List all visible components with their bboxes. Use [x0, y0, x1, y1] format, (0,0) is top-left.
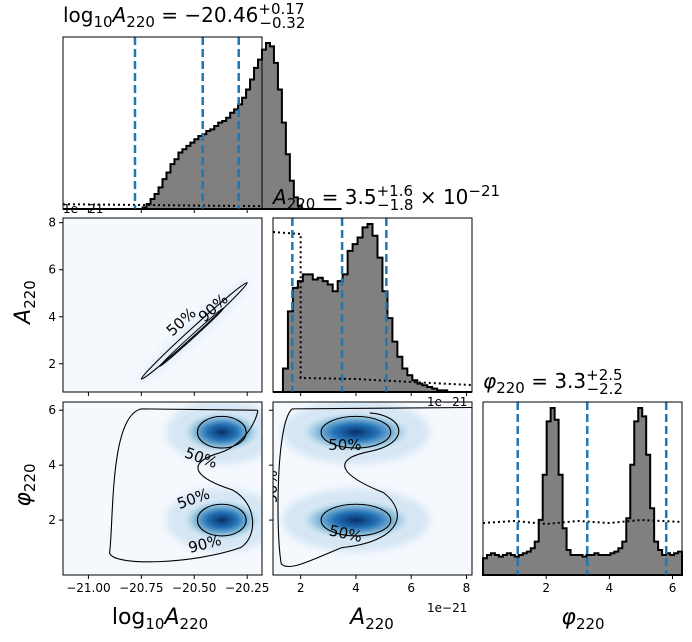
contour-50-upper — [320, 415, 392, 449]
contour-50 — [159, 307, 225, 367]
title-log10A: log10A220 = −20.46+0.17 −0.32 — [63, 0, 305, 32]
offset-text-top: 1e−21 — [63, 202, 103, 216]
histogram-phi — [482, 407, 683, 576]
panel-frame-1 — [62, 217, 263, 393]
offset-text-mid: 1e−21 — [427, 395, 467, 409]
prior-log10A — [62, 203, 263, 208]
xaxis-phi-tick-label-1: 4 — [606, 581, 614, 595]
ylabel-phi: φ220 — [11, 463, 39, 506]
yaxis-phi-tick-label-1: 4 — [48, 458, 56, 472]
xaxis-A-tick-label-1: 4 — [352, 581, 360, 595]
offset-text-bottom: 1e−21 — [427, 601, 467, 615]
density-peak-upper — [295, 410, 416, 455]
xaxis-log10A-tick-label-0: −21.00 — [66, 581, 110, 595]
yaxis-phi-tick-label-2: 6 — [48, 403, 56, 417]
title-A: A220 = 3.5+1.6 −1.8 × 10−21 — [271, 182, 500, 214]
histogram-A — [273, 223, 472, 393]
ylabel-A: A220 — [11, 280, 39, 326]
panel-frame-0 — [62, 36, 263, 210]
xlabel-A: A220 — [348, 605, 394, 633]
contour-label-90: 90% — [263, 470, 281, 503]
yaxis-phi-tick-label-0: 2 — [48, 513, 56, 527]
xaxis-log10A-tick-label-3: −20.25 — [225, 581, 269, 595]
xaxis-log10A-tick-label-2: −20.50 — [172, 581, 216, 595]
density-halo — [138, 279, 251, 383]
contour-50-lower — [196, 503, 247, 537]
yaxis-A-tick-label-2: 6 — [48, 263, 56, 277]
xaxis-log10A-tick-label-1: −20.75 — [119, 581, 163, 595]
density-A-phi: 50%50%90% — [263, 402, 472, 568]
density-peak-lower — [179, 498, 262, 543]
xaxis-A-tick-label-3: 8 — [463, 581, 471, 595]
panel-frame-5 — [482, 401, 683, 576]
contour-label-50-upper: 50% — [328, 436, 361, 454]
title-phi: φ220 = 3.3+2.5 −2.2 — [483, 366, 623, 398]
yaxis-A-tick-label-1: 4 — [48, 310, 56, 324]
xaxis-A-tick-label-0: 2 — [297, 581, 305, 595]
contour-90 — [277, 406, 472, 568]
density-peak-upper — [179, 410, 262, 455]
contour-90 — [140, 282, 248, 380]
panel-frame-3 — [62, 401, 263, 576]
prior-phi — [482, 518, 683, 526]
panel-frame-4 — [272, 401, 473, 576]
xlabel-log10A: log10A220 — [112, 605, 208, 633]
yaxis-A-tick-label-0: 2 — [48, 357, 56, 371]
xaxis-phi-tick-label-2: 6 — [669, 581, 677, 595]
contour-50-lower — [320, 503, 392, 537]
panel-frame-2 — [272, 217, 473, 393]
xaxis-phi-tick-label-0: 2 — [542, 581, 550, 595]
xaxis-A-tick-label-2: 6 — [407, 581, 415, 595]
density-peak-lower — [295, 498, 416, 543]
xlabel-phi: φ220 — [561, 605, 604, 633]
contour-50-upper — [196, 415, 247, 449]
contour-90 — [109, 408, 259, 563]
yaxis-A-tick-label-3: 8 — [48, 216, 56, 230]
